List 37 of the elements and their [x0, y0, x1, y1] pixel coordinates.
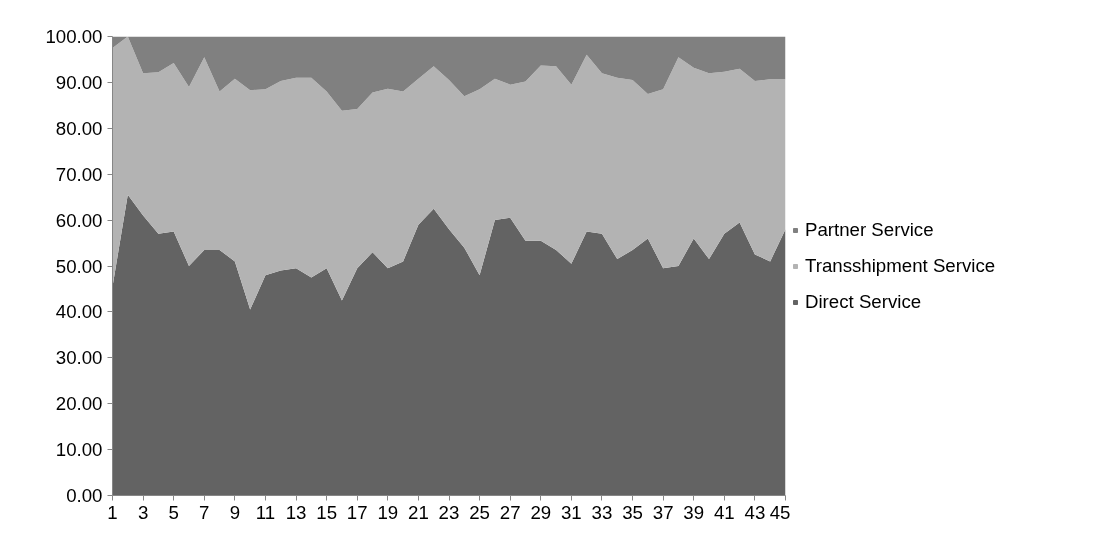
- legend-label: Partner Service: [805, 218, 934, 241]
- x-tick-label: 3: [137, 501, 149, 523]
- x-tick-label: 31: [560, 501, 582, 523]
- x-tick-label: 23: [438, 501, 460, 523]
- x-tick-label: 27: [499, 501, 521, 523]
- x-tick-label: 25: [469, 501, 490, 523]
- x-tick-label: 19: [377, 501, 399, 523]
- x-tick-label: 43: [744, 501, 766, 523]
- x-tick-label: 41: [713, 501, 735, 523]
- x-tick-label: 39: [683, 501, 705, 523]
- x-tick-label: 17: [346, 501, 368, 523]
- y-tick-label: 50.00: [55, 255, 103, 277]
- x-tick-label: 1: [107, 501, 118, 523]
- y-tick-label: 90.00: [55, 71, 103, 93]
- legend-label: Transshipment Service: [805, 254, 996, 277]
- x-tick-label: 9: [229, 501, 241, 523]
- x-tick-label: 45: [769, 501, 791, 523]
- legend-label: Direct Service: [805, 290, 922, 313]
- x-tick-label: 21: [408, 501, 429, 523]
- y-tick-label: 80.00: [55, 117, 103, 139]
- x-tick-label: 11: [255, 501, 276, 523]
- y-tick-label: 60.00: [55, 209, 103, 231]
- y-tick-label: 100.00: [45, 26, 103, 47]
- y-tick-label: 10.00: [55, 439, 103, 461]
- y-tick-label: 30.00: [55, 347, 103, 369]
- x-tick-label: 5: [168, 501, 179, 523]
- y-tick-label: 40.00: [55, 301, 103, 323]
- x-tick-label: 33: [591, 501, 613, 523]
- y-tick-label: 0.00: [66, 485, 103, 506]
- y-tick-label: 20.00: [55, 393, 103, 415]
- x-tick-label: 29: [530, 501, 552, 523]
- x-tick-label: 15: [316, 501, 338, 523]
- x-tick-label: 7: [199, 501, 210, 523]
- y-tick-label: 70.00: [55, 163, 103, 185]
- x-tick-label: 13: [285, 501, 307, 523]
- x-tick-label: 35: [622, 501, 643, 523]
- x-tick-label: 37: [652, 501, 674, 523]
